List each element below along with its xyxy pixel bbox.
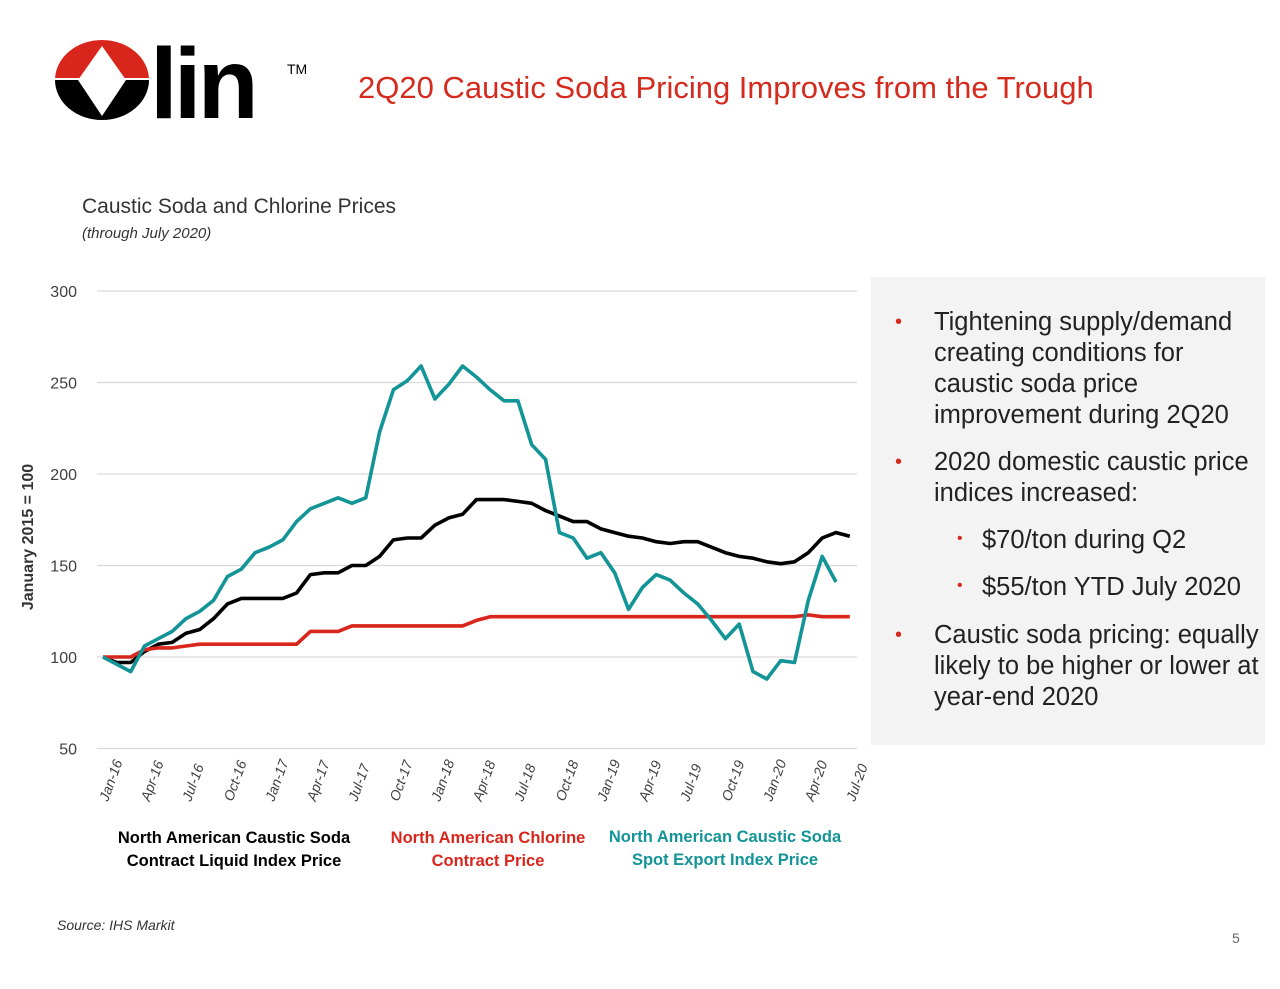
chart-subtitle: (through July 2020) bbox=[82, 225, 212, 242]
x-tick-label: Oct-17 bbox=[386, 757, 416, 803]
legend-item-spot-caustic: North American Caustic Soda Spot Export … bbox=[596, 826, 854, 872]
legend-label: Contract Price bbox=[431, 852, 545, 870]
y-tick-label: 300 bbox=[50, 284, 77, 301]
source-note: Source: IHS Markit bbox=[57, 917, 175, 933]
x-tick-label: Apr-20 bbox=[801, 758, 831, 804]
series-line-3 bbox=[102, 364, 838, 681]
bullet-icon: • bbox=[957, 577, 963, 594]
chart-title: Caustic Soda and Chlorine Prices bbox=[82, 195, 396, 218]
x-tick-label: Jan-17 bbox=[261, 756, 291, 804]
y-tick-label: 200 bbox=[50, 467, 77, 484]
legend-item-contract-caustic: North American Caustic Soda Contract Liq… bbox=[104, 827, 364, 873]
bullet-text: $70/ton during Q2 bbox=[982, 526, 1187, 554]
y-tick-label: 250 bbox=[50, 376, 77, 393]
x-tick-label: Oct-16 bbox=[220, 758, 249, 803]
y-axis-label: January 2015 = 100 bbox=[20, 464, 37, 610]
x-tick-label: Oct-19 bbox=[718, 758, 747, 803]
bullet-panel: • Tightening supply/demand creating cond… bbox=[871, 277, 1265, 745]
svg-text:lin: lin bbox=[150, 38, 255, 124]
bullet-text: Caustic soda pricing: equally likely to … bbox=[934, 621, 1259, 711]
x-tick-label: Jan-18 bbox=[427, 757, 457, 804]
legend-label: North American Chlorine bbox=[390, 829, 586, 847]
legend-label: North American Caustic Soda bbox=[608, 828, 842, 846]
price-chart: 50 100 150 200 250 300 Jan-16 Apr-16 Jul-16 Oct-… bbox=[20, 284, 870, 804]
svg-text:TM: TM bbox=[287, 61, 307, 77]
legend-item-chlorine: North American Chlorine Contract Price bbox=[370, 827, 606, 873]
olin-logo: lin TM bbox=[55, 38, 307, 124]
page-number: 5 bbox=[1232, 930, 1240, 946]
x-tick-label: Jan-19 bbox=[593, 757, 623, 804]
bullet-icon: • bbox=[895, 624, 903, 646]
bullet-text: Tightening supply/demand creating condit… bbox=[934, 308, 1233, 429]
y-tick-label: 100 bbox=[50, 650, 77, 667]
y-tick-label: 150 bbox=[50, 559, 77, 576]
bullet-icon: • bbox=[895, 311, 903, 333]
bullet-icon: • bbox=[957, 530, 963, 547]
x-tick-label: Jul-19 bbox=[676, 762, 704, 804]
x-tick-label: Jul-18 bbox=[510, 762, 538, 804]
x-tick-label: Jan-20 bbox=[759, 757, 789, 804]
x-tick-label: Apr-18 bbox=[469, 758, 499, 804]
x-tick-label: Jan-16 bbox=[95, 757, 125, 804]
page-title: 2Q20 Caustic Soda Pricing Improves from … bbox=[358, 70, 1094, 105]
legend-label: Spot Export Index Price bbox=[631, 851, 819, 869]
bullet-text: 2020 domestic caustic price indices incr… bbox=[934, 448, 1249, 507]
bullet-icon: • bbox=[895, 451, 903, 473]
x-tick-label: Apr-16 bbox=[137, 758, 167, 804]
series-line-1 bbox=[102, 497, 851, 665]
legend-label: North American Caustic Soda bbox=[117, 829, 351, 847]
x-tick-label: Jul-17 bbox=[344, 761, 373, 804]
x-tick-label: Apr-17 bbox=[303, 757, 333, 804]
x-tick-label: Jul-20 bbox=[842, 762, 870, 804]
y-tick-label: 50 bbox=[59, 742, 77, 759]
legend-label: Contract Liquid Index Price bbox=[126, 852, 342, 870]
x-tick-label: Apr-19 bbox=[635, 758, 665, 804]
series-line-2 bbox=[103, 613, 850, 659]
x-tick-label: Jul-16 bbox=[178, 762, 206, 804]
bullet-text: $55/ton YTD July 2020 bbox=[982, 573, 1241, 601]
x-tick-label: Oct-18 bbox=[552, 758, 581, 803]
